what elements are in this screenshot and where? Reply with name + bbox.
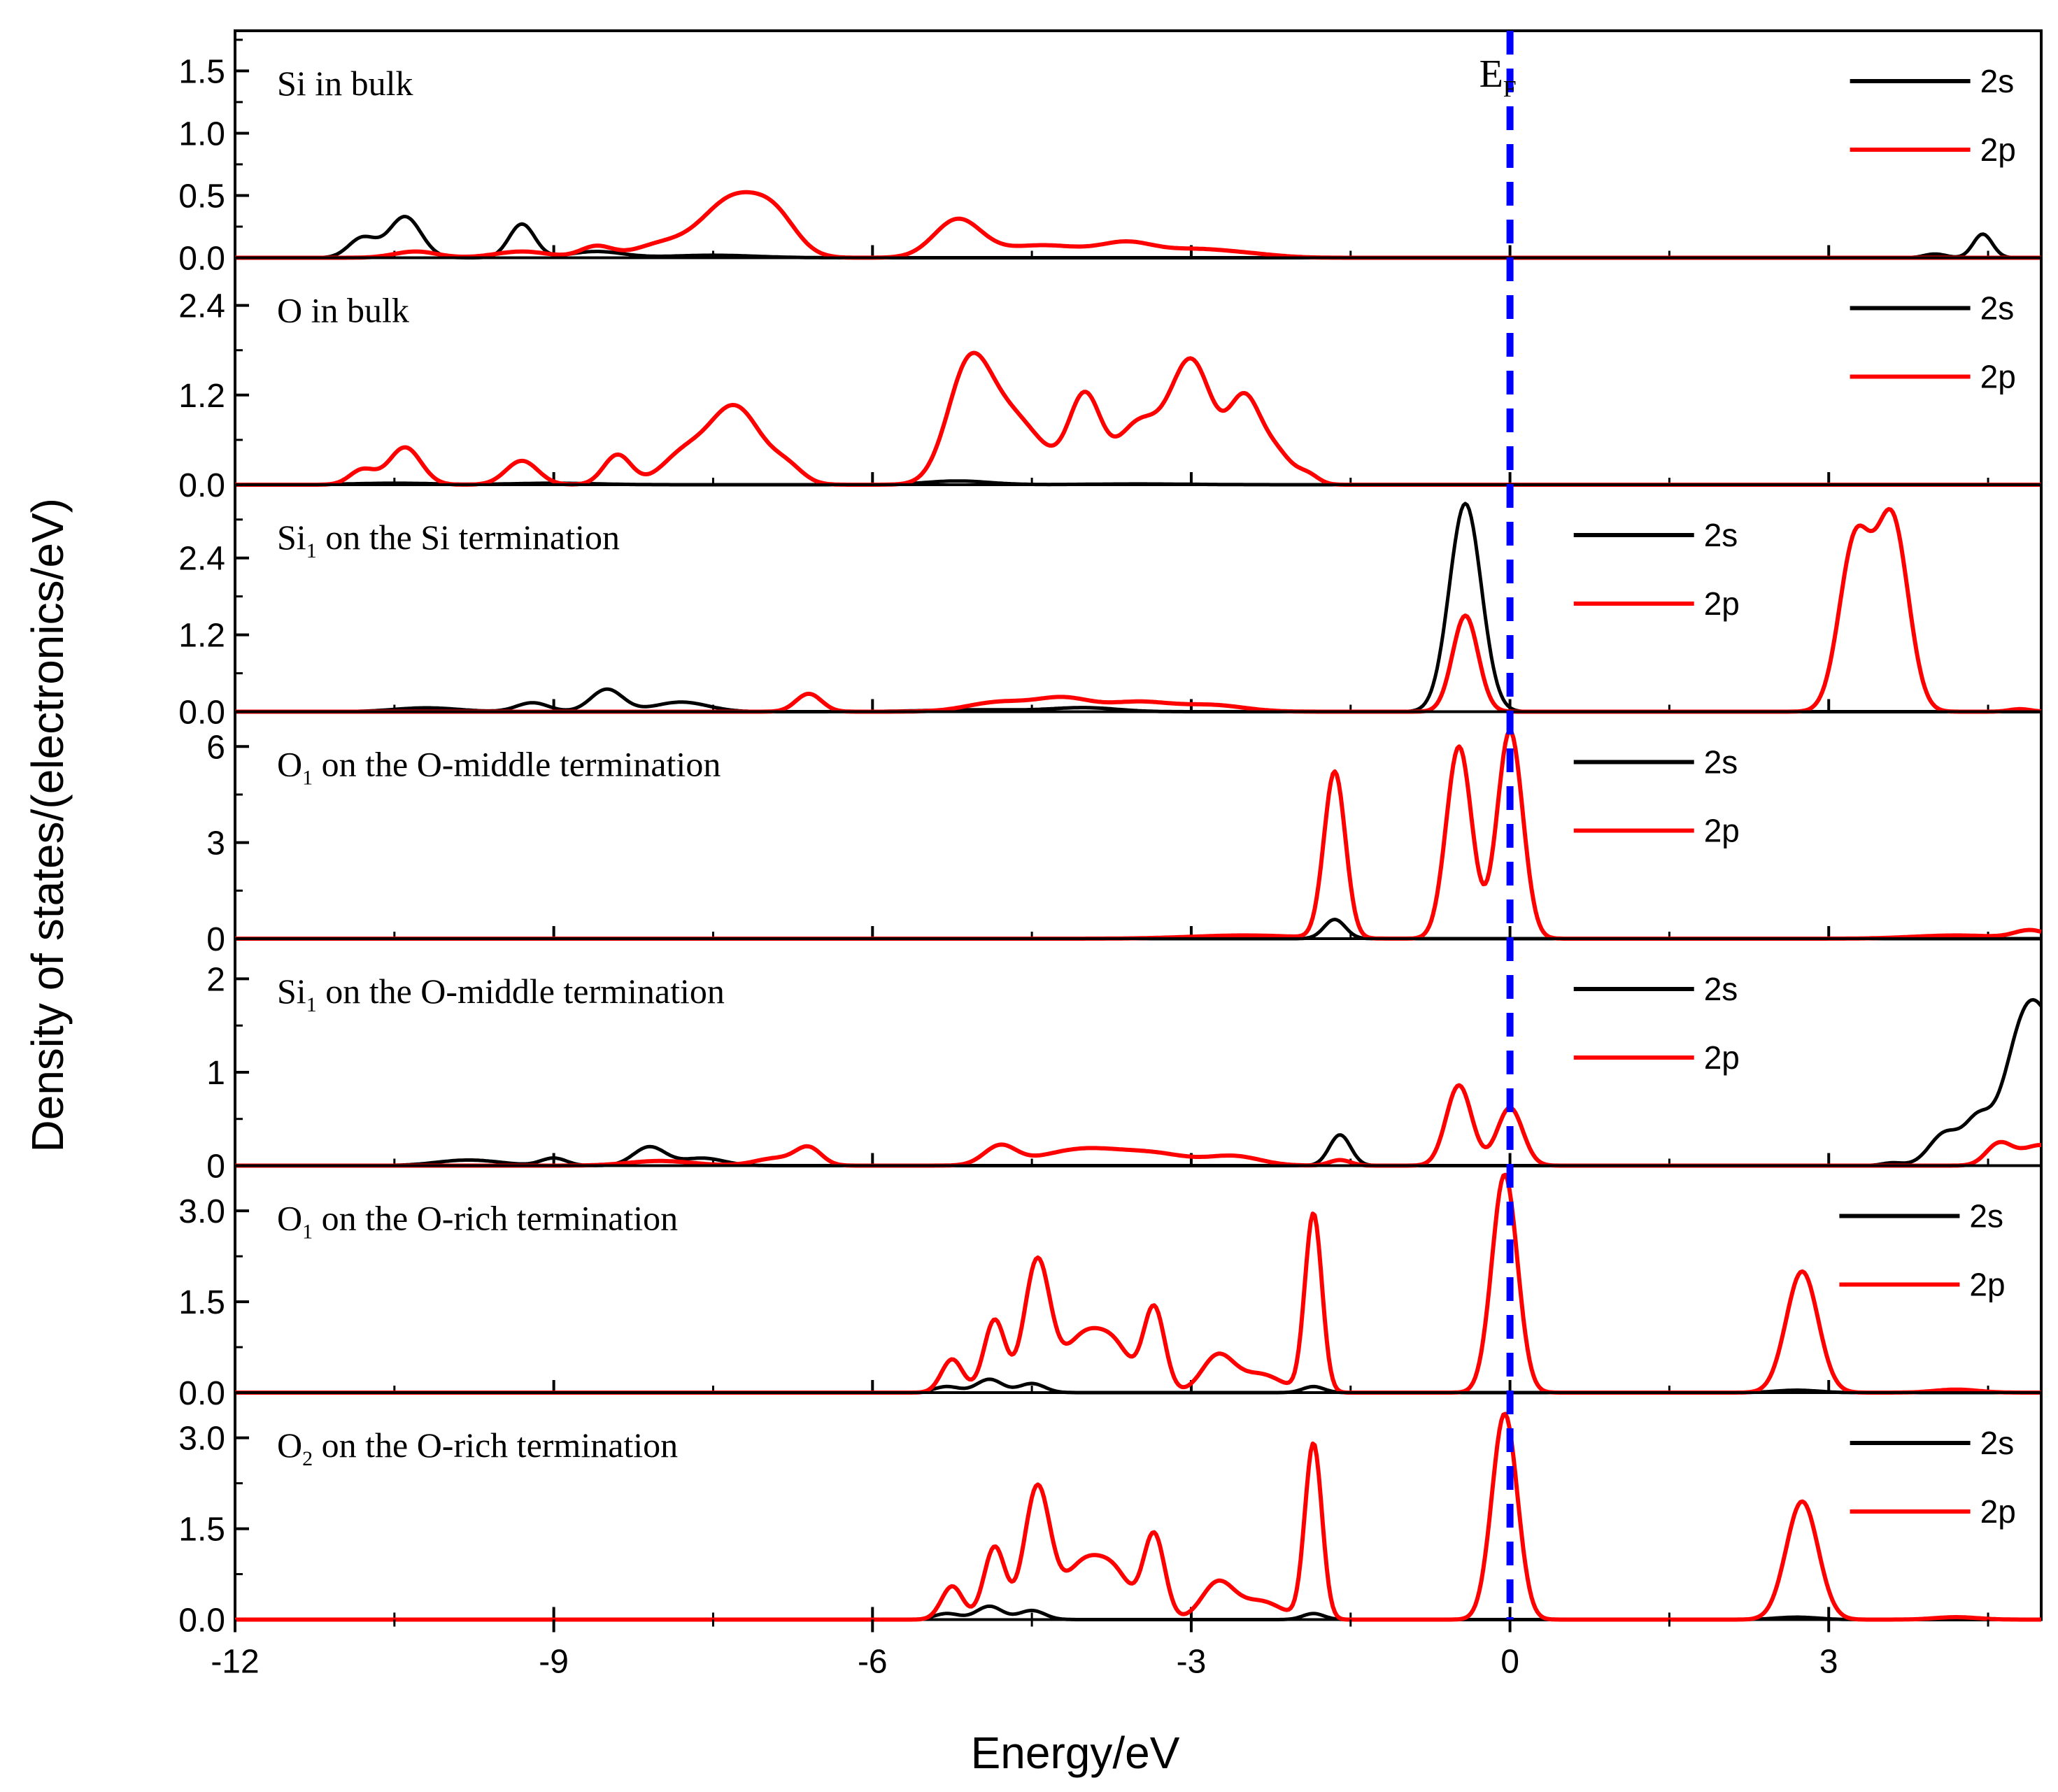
y-tick-label: 1.5 bbox=[178, 1284, 225, 1321]
dos-panel-1: 0.0 0.5 1.0 1.5 Si in bulk 2s 2p bbox=[178, 29, 2043, 278]
legend-label-2s: 2s bbox=[1704, 744, 1738, 781]
y-tick-label: 1.5 bbox=[178, 1512, 225, 1549]
legend-label-2p: 2p bbox=[1980, 1493, 2016, 1530]
legend-label-2p: 2p bbox=[1980, 359, 2016, 395]
y-tick-label: 0.0 bbox=[178, 1602, 225, 1640]
x-tick-label: -3 bbox=[1177, 1644, 1207, 1681]
panel-label: O1 on the O-rich termination bbox=[277, 1199, 678, 1244]
y-tick-label: 1.2 bbox=[178, 378, 225, 415]
legend-label-2p: 2p bbox=[1704, 813, 1740, 849]
dos-panel-5: 0 1 2 Si1 on the O-middle termination 2s 2p bbox=[206, 937, 2043, 1186]
curve-2p bbox=[234, 1411, 2042, 1622]
y-tick-label: 6 bbox=[206, 729, 225, 766]
legend-label-2p: 2p bbox=[1704, 585, 1740, 622]
panel-frame bbox=[234, 29, 2043, 259]
panel-label: O2 on the O-rich termination bbox=[277, 1425, 678, 1470]
y-tick-label: 3.0 bbox=[178, 1193, 225, 1230]
y-tick-label: 3.0 bbox=[178, 1421, 225, 1458]
x-axis-title: Energy/eV bbox=[971, 1728, 1180, 1778]
legend-label-2p: 2p bbox=[1969, 1267, 2005, 1303]
y-tick-label: 0 bbox=[206, 921, 225, 958]
dos-panel-3: 0.0 1.2 2.4 Si1 on the Si termination 2s 2p bbox=[178, 483, 2043, 732]
dos-panel-7: 0.0 1.5 3.0 O2 on the O-rich termination 2s 2… bbox=[178, 1391, 2043, 1640]
y-tick-label: 0.0 bbox=[178, 241, 225, 278]
x-tick-label: -12 bbox=[211, 1644, 259, 1681]
y-tick-label: 0 bbox=[206, 1149, 225, 1186]
x-tick-label: -6 bbox=[858, 1644, 888, 1681]
legend-label-2s: 2s bbox=[1704, 517, 1738, 553]
curve-2p bbox=[234, 1083, 2042, 1168]
dos-panel-4: 0 3 6 O1 on the O-middle termination 2s 2p bbox=[206, 710, 2043, 958]
y-tick-label: 1.2 bbox=[178, 618, 225, 655]
y-tick-label: 1 bbox=[206, 1055, 225, 1092]
y-tick-label: 0.0 bbox=[178, 467, 225, 504]
y-tick-label: 3 bbox=[206, 825, 225, 862]
dos-panel-2: 0.0 1.2 2.4 O in bulk 2s 2p bbox=[178, 256, 2043, 504]
panels-layer: 0.0 0.5 1.0 1.5 Si in bulk 2s 2p 0.0 1.2 2.4 O in … bbox=[178, 29, 2043, 1640]
panel-label: Si1 on the O-middle termination bbox=[277, 972, 725, 1016]
legend-label-2s: 2s bbox=[1980, 290, 2015, 327]
legend-label-2s: 2s bbox=[1704, 971, 1738, 1007]
x-tick-label: 3 bbox=[1819, 1644, 1838, 1681]
panel-label: Si in bulk bbox=[277, 64, 413, 103]
panel-label: O in bulk bbox=[277, 291, 409, 330]
legend-label-2s: 2s bbox=[1969, 1198, 2003, 1235]
curve-2p bbox=[234, 190, 2042, 260]
y-tick-label: 0.0 bbox=[178, 695, 225, 732]
legend-label-2s: 2s bbox=[1980, 1425, 2015, 1461]
y-tick-label: 1.0 bbox=[178, 115, 225, 152]
curve-2s bbox=[235, 918, 2041, 941]
dos-panel-6: 0.0 1.5 3.0 O1 on the O-rich termination 2s 2… bbox=[178, 1164, 2043, 1412]
fermi-level-label: EF bbox=[1479, 52, 1517, 102]
x-tick-label: 0 bbox=[1500, 1644, 1519, 1681]
legend-label-2s: 2s bbox=[1980, 63, 2015, 99]
y-tick-label: 2 bbox=[206, 961, 225, 998]
legend-label-2p: 2p bbox=[1980, 131, 2016, 168]
y-tick-label: 1.5 bbox=[178, 53, 225, 90]
y-tick-label: 0.0 bbox=[178, 1375, 225, 1412]
x-axis: -12 -9 -6 -3 0 3 bbox=[211, 1619, 1989, 1681]
y-axis-title: Density of states/(electronics/eV) bbox=[22, 498, 73, 1152]
x-tick-label: -9 bbox=[539, 1644, 569, 1681]
y-tick-label: 0.5 bbox=[178, 178, 225, 215]
curve-2p bbox=[234, 350, 2042, 487]
legend-label-2p: 2p bbox=[1704, 1039, 1740, 1076]
curve-2s bbox=[235, 997, 2043, 1167]
y-tick-label: 2.4 bbox=[178, 288, 225, 325]
y-tick-label: 2.4 bbox=[178, 541, 225, 578]
panel-frame bbox=[234, 256, 2043, 486]
panel-label: Si1 on the Si termination bbox=[277, 518, 620, 562]
panel-label: O1 on the O-middle termination bbox=[277, 745, 721, 790]
